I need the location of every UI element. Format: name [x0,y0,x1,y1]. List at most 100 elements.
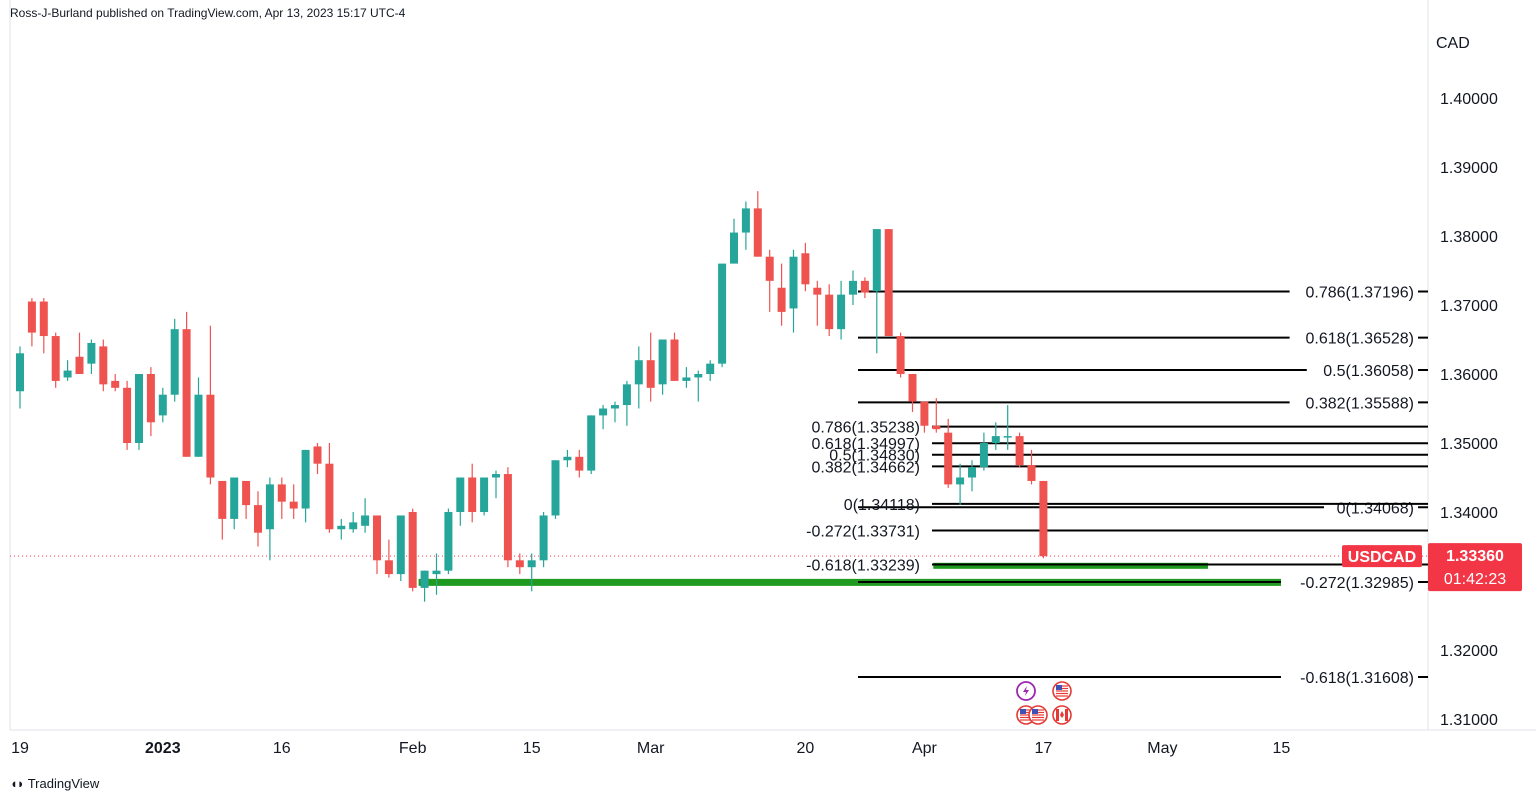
candle-body [611,405,619,409]
x-tick-label: 2023 [145,740,181,757]
candle-body [837,294,846,330]
x-tick-label: Feb [399,740,427,757]
time-axis-labels: 19 2023 16 Feb 15 Mar 20 Apr 17 May 15 [11,740,1290,757]
candle-body [622,384,631,406]
candle-body [349,522,358,530]
y-tick-label: 1.40000 [1440,91,1498,108]
lightning-bolt [1023,686,1029,696]
price-axis-labels: CAD 1.40000 1.39000 1.38000 1.37000 1.36000 1.… [1436,35,1498,729]
fib-outer-label-bg [1281,667,1418,688]
x-tick-label: 15 [1273,740,1291,757]
candle-body [587,415,596,471]
fibonacci-levels[interactable]: 0.786(1.37196) 0.618(1.36528) 0.5(1.36058)… [806,281,1428,688]
candle-body [230,477,239,519]
x-tick-label: 19 [11,740,29,757]
fib-inner-label: 0.5(1.34830) [829,448,920,465]
candle-body [968,467,976,478]
us-flag-icon[interactable] [1052,681,1072,701]
x-tick-label: 16 [273,740,291,757]
last-price-value: 1.33360 [1446,548,1504,565]
candle-body [920,401,929,426]
candle-body [1039,480,1048,557]
candle-body [277,484,286,502]
y-tick-label: 1.34000 [1440,505,1498,522]
x-tick-label: 15 [523,740,541,757]
candle-body [146,374,155,423]
candle-body [16,353,24,392]
fib-inner-label: 0.382(1.34662) [811,459,920,476]
fib-outer-label-bg [1289,281,1418,302]
fib-outer-label-bg [1289,392,1418,413]
lightning-icon[interactable] [1016,681,1036,701]
fib-outer-label: 0.786(1.37196) [1305,284,1414,301]
fib-outer-label: 0(1.34068) [1337,500,1414,517]
fib-inner-label: -0.618(1.33239) [806,558,920,575]
candle-body [944,432,953,485]
x-tick-label: Apr [912,740,938,757]
candle-body [135,374,143,443]
economic-events[interactable] [1016,681,1072,725]
candle-body [801,253,810,285]
candle-body [242,480,251,506]
us-flag-icon[interactable] [1028,705,1048,725]
last-price-tags: USDCAD 1.33360 01:42:23 [1342,543,1522,592]
candle-body [1003,436,1012,438]
footer-brand: TradingView [27,776,100,791]
maple-leaf [1060,711,1064,718]
fib-outer-label-bg [1281,572,1418,593]
candle-body [670,339,679,381]
candle-body [206,394,215,478]
candle-body [789,256,798,309]
candle-body [646,360,655,388]
candle-body [337,525,346,530]
candle-body [456,477,465,512]
candle-body [384,560,393,575]
footer[interactable]: ◖◗ TradingView [10,776,99,791]
fib-outer-label: 0.618(1.36528) [1305,331,1414,348]
candle-body [265,484,274,530]
candle-body [373,515,381,561]
fib-inner-label: 0.786(1.35238) [811,420,920,437]
candle-body [849,280,857,295]
candle-body [289,501,298,509]
symbol-tag [1342,545,1422,568]
candle-body [75,356,84,374]
candle-body [361,515,370,526]
candle-body [825,294,834,330]
candle-body [730,232,738,264]
candle-body [408,512,417,588]
candle-body [718,263,727,364]
candle-body [979,443,988,468]
candle-body [254,505,262,533]
tradingview-logo-icon: ◖◗ [10,776,25,791]
candle-body [599,408,608,416]
canada-flag-icon[interactable] [1052,705,1072,725]
fib-outer-label: 0.382(1.35588) [1305,395,1414,412]
candle-body [313,446,322,464]
candle-body [432,570,441,575]
candle-body [813,287,822,295]
y-tick-label: 1.37000 [1440,298,1498,315]
fib-outer-label: -0.272(1.32985) [1300,575,1414,592]
candle-body [956,477,965,485]
candle-body [527,560,536,568]
candle-body [39,301,48,337]
candle-body [694,374,703,378]
fib-outer-label-bg [1306,359,1418,380]
x-tick-label: 17 [1035,740,1053,757]
candle-body [872,229,881,292]
candle-body [765,256,774,281]
y-tick-label: 1.36000 [1440,367,1498,384]
candle-body [218,480,227,519]
candle-body [170,329,179,395]
candle-body [182,329,191,457]
last-price-tag [1428,543,1522,592]
candle-body [634,360,643,385]
candle-body [325,463,334,530]
symbol-tag-label: USDCAD [1348,549,1416,566]
candle-body [777,287,786,312]
candle-body [444,512,453,571]
candle-body [492,474,500,478]
candle-body [658,339,667,385]
